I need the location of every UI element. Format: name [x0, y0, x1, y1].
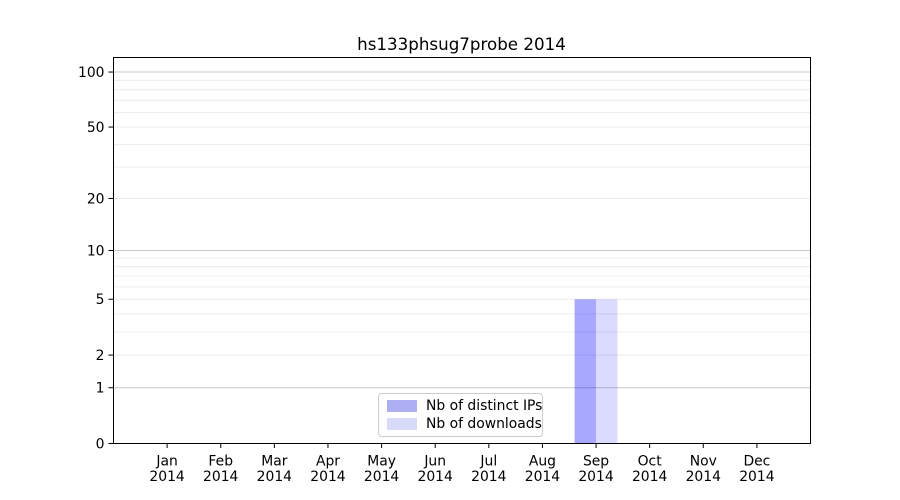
x-tick-month-label: Jul: [479, 454, 497, 470]
x-tick-month-label: Dec: [743, 454, 770, 470]
x-tick-month-label: Oct: [638, 454, 663, 470]
x-tick-month-label: May: [367, 454, 396, 470]
y-tick-label: 20: [87, 191, 105, 207]
x-tick-month-label: Feb: [208, 454, 233, 470]
x-tick-year-label: 2014: [632, 469, 668, 485]
x-tick-month-label: Sep: [583, 454, 609, 470]
legend: Nb of distinct IPs Nb of downloads: [378, 393, 543, 437]
x-tick-year-label: 2014: [686, 469, 722, 485]
x-tick-year-label: 2014: [310, 469, 346, 485]
x-tick-year-label: 2014: [203, 469, 239, 485]
x-tick-month-label: Jan: [155, 454, 177, 470]
bar-downloads: [596, 299, 618, 444]
x-tick-year-label: 2014: [364, 469, 400, 485]
x-tick-year-label: 2014: [739, 469, 775, 485]
y-tick-label: 10: [87, 243, 105, 259]
x-tick-year-label: 2014: [257, 469, 293, 485]
x-tick-year-label: 2014: [525, 469, 561, 485]
legend-label-distinct-ips: Nb of distinct IPs: [426, 398, 543, 414]
bar-distinct-ips: [574, 299, 597, 444]
y-tick-label: 0: [96, 436, 105, 452]
legend-label-downloads: Nb of downloads: [426, 416, 542, 432]
y-tick-label: 50: [87, 120, 105, 136]
x-tick-year-label: 2014: [578, 469, 614, 485]
legend-item-distinct-ips: Nb of distinct IPs: [387, 398, 543, 414]
legend-swatch-downloads: [387, 418, 417, 430]
x-tick-month-label: Jun: [423, 454, 446, 470]
x-tick-month-label: Aug: [529, 454, 556, 470]
y-tick-label: 1: [96, 381, 105, 397]
x-tick-year-label: 2014: [418, 469, 454, 485]
legend-item-downloads: Nb of downloads: [387, 416, 542, 432]
x-tick-month-label: Mar: [261, 454, 287, 470]
chart-title: hs133phsug7probe 2014: [357, 34, 566, 54]
legend-swatch-distinct-ips: [387, 400, 417, 412]
x-tick-year-label: 2014: [471, 469, 507, 485]
x-tick-month-label: Apr: [316, 454, 340, 470]
x-tick-month-label: Nov: [690, 454, 717, 470]
y-tick-label: 100: [78, 65, 105, 81]
x-tick-year-label: 2014: [149, 469, 185, 485]
y-tick-label: 2: [96, 348, 105, 364]
y-tick-label: 5: [96, 292, 105, 308]
